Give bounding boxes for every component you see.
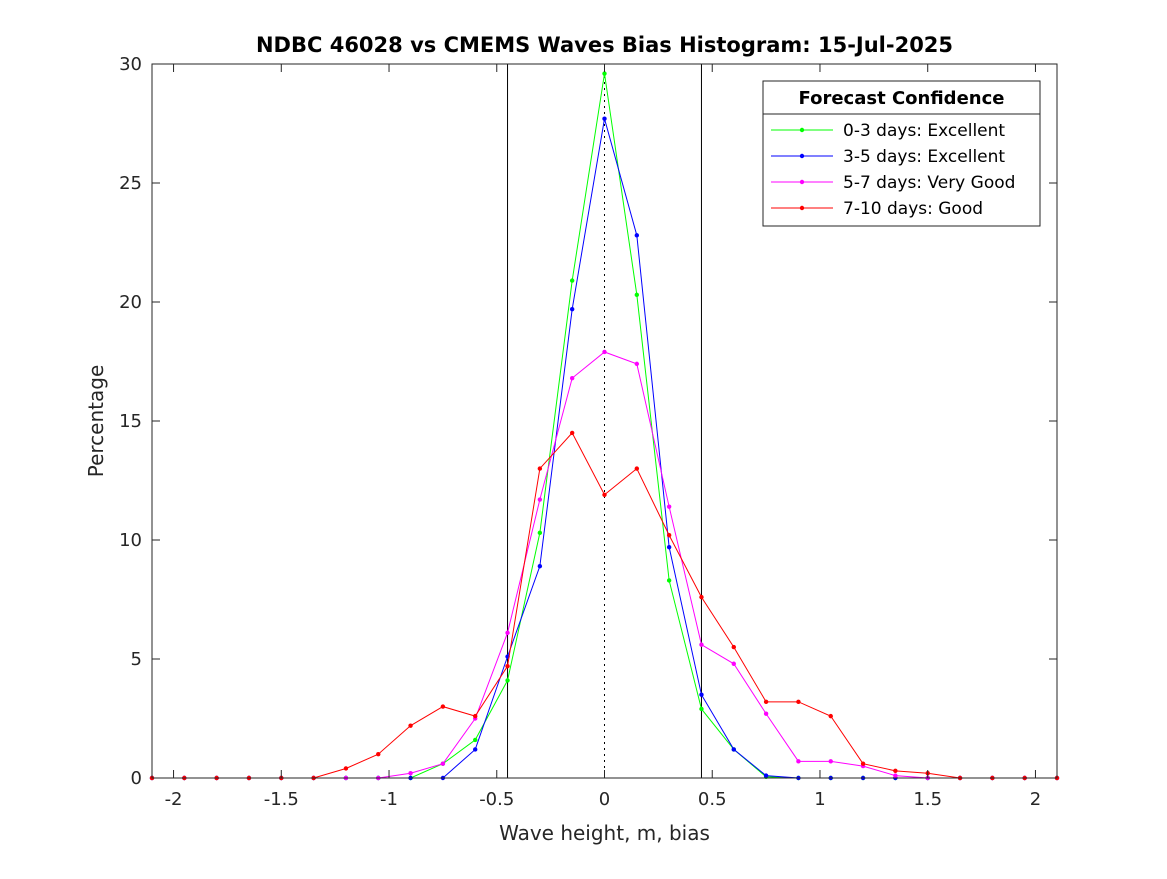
series-line: [152, 351, 1057, 779]
data-point: [634, 292, 640, 298]
legend-marker: [799, 153, 805, 159]
data-point: [505, 630, 510, 636]
legend-marker: [799, 179, 805, 185]
series-3: [149, 349, 1060, 781]
data-point: [537, 563, 543, 569]
x-tick-label: 2: [1030, 789, 1041, 810]
y-tick-label: 25: [119, 173, 142, 194]
data-point: [473, 713, 478, 719]
data-point: [602, 116, 607, 121]
data-point: [473, 747, 478, 752]
data-point: [537, 497, 543, 502]
data-point: [569, 278, 575, 283]
data-point: [440, 761, 446, 766]
x-tick-label: 0.5: [698, 789, 727, 810]
data-point: [569, 430, 575, 436]
legend-marker: [799, 205, 805, 211]
legend-entry: 0-3 days: Excellent: [771, 121, 1005, 141]
data-point: [602, 71, 607, 76]
data-point: [408, 771, 413, 776]
y-axis-label: Percentage: [84, 365, 108, 478]
legend-marker: [799, 127, 805, 133]
data-point: [699, 642, 704, 647]
data-point: [408, 723, 413, 728]
data-point: [699, 692, 704, 697]
data-point: [763, 773, 769, 778]
data-point: [537, 466, 543, 471]
legend-entries-box: [762, 113, 1041, 227]
data-point: [796, 759, 801, 764]
x-tick-label: -2: [165, 789, 183, 810]
legend-label: 3-5 days: Excellent: [843, 147, 1005, 167]
x-tick-label: 1: [814, 789, 825, 810]
data-point: [666, 504, 672, 509]
legend-label: 7-10 days: Good: [843, 199, 983, 219]
data-point: [634, 361, 640, 367]
legend: Forecast Confidence 0-3 days: Excellent 3-…: [762, 80, 1041, 227]
legend-entry: 3-5 days: Excellent: [771, 147, 1005, 167]
data-point: [796, 699, 801, 705]
x-tick-label: -1: [380, 789, 398, 810]
legend-label: 5-7 days: Very Good: [843, 173, 1015, 193]
series-4: [149, 430, 1060, 781]
y-tick-label: 30: [119, 54, 142, 75]
x-tick-label: -0.5: [479, 789, 514, 810]
data-point: [731, 747, 736, 752]
legend-entry: 5-7 days: Very Good: [771, 173, 1015, 193]
data-point: [569, 306, 575, 312]
legend-title: Forecast Confidence: [799, 88, 1005, 109]
data-point: [893, 768, 898, 774]
data-point: [731, 644, 736, 650]
y-tick-label: 15: [119, 411, 142, 432]
data-point: [860, 761, 866, 766]
data-point: [602, 349, 607, 355]
data-point: [893, 773, 898, 778]
data-point: [376, 752, 381, 757]
data-point: [666, 544, 672, 550]
data-point: [828, 759, 833, 764]
y-tick-label: 10: [119, 530, 142, 551]
x-axis-label: Wave height, m, bias: [499, 821, 710, 845]
data-point: [731, 661, 736, 666]
data-point: [505, 663, 510, 669]
data-point: [763, 711, 769, 716]
data-point: [537, 530, 543, 536]
data-point: [828, 713, 833, 719]
y-tick-label: 20: [119, 292, 142, 313]
data-point: [666, 533, 672, 538]
x-tick-label: -1.5: [264, 789, 299, 810]
x-tick-label: 1.5: [913, 789, 942, 810]
legend-entry: 7-10 days: Good: [771, 199, 983, 219]
data-point: [569, 375, 575, 381]
data-point: [343, 766, 349, 771]
data-point: [699, 706, 704, 712]
data-point: [634, 233, 640, 238]
data-point: [634, 466, 640, 471]
chart-title: NDBC 46028 vs CMEMS Waves Bias Histogram…: [256, 33, 953, 57]
data-point: [440, 704, 446, 709]
y-tick-label: 5: [131, 649, 142, 670]
legend-label: 0-3 days: Excellent: [843, 121, 1005, 141]
data-point: [699, 594, 704, 600]
data-point: [666, 578, 672, 583]
x-tick-label: 0: [599, 789, 610, 810]
legend-title-box: [762, 80, 1041, 115]
data-point: [505, 678, 510, 683]
data-point: [602, 492, 607, 497]
y-tick-label: 0: [131, 768, 142, 789]
data-point: [763, 699, 769, 705]
data-point: [473, 737, 478, 743]
